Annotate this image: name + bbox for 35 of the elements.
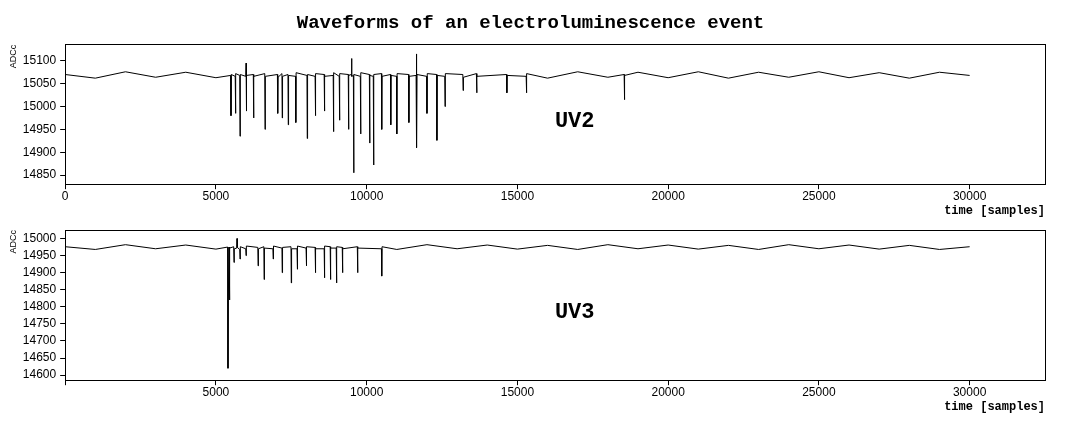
annotation: UV3 (554, 300, 595, 326)
x-tick-label: 15000 (500, 188, 535, 203)
y-tick-label: 15050 (22, 75, 57, 90)
x-axis-title: time [samples] (944, 399, 1045, 414)
y-tick-label: 15000 (22, 230, 57, 245)
y-tick-label: 14850 (22, 282, 57, 297)
x-tick-label: 20000 (651, 188, 686, 203)
x-tick-label: 5000 (202, 188, 230, 203)
y-tick-label: 14850 (22, 167, 57, 182)
y-tick-label: 14950 (22, 247, 57, 262)
y-tick-label: 14750 (22, 316, 57, 331)
x-tick-label: 0 (61, 188, 69, 203)
y-tick-label: 14700 (22, 333, 57, 348)
x-tick-label: 30000 (952, 384, 987, 399)
y-axis-title: ADCc (7, 229, 18, 254)
x-tick-label: 5000 (202, 384, 230, 399)
x-tick-label: 30000 (952, 188, 987, 203)
y-tick-label: 14900 (22, 264, 57, 279)
x-tick-label: 25000 (802, 188, 836, 203)
y-tick-label: 15000 (22, 98, 57, 113)
annotation: UV2 (554, 109, 595, 135)
x-tick-label: 10000 (349, 384, 384, 399)
y-tick-label: 15100 (22, 53, 57, 68)
x-tick-label: 15000 (500, 384, 535, 399)
y-axis-title: ADCc (7, 44, 18, 69)
y-tick-label: 14650 (22, 350, 57, 365)
y-tick-label: 14800 (22, 299, 57, 314)
y-tick-label: 14900 (22, 144, 57, 159)
x-tick-label: 20000 (651, 384, 686, 399)
x-tick-label: 25000 (802, 384, 836, 399)
y-tick-label: 14950 (22, 121, 57, 136)
x-tick-label: 10000 (349, 188, 384, 203)
y-tick-label: 14600 (22, 367, 57, 382)
chart-title: Waveforms of an electroluminescence event (296, 12, 765, 35)
x-axis-title: time [samples] (944, 203, 1045, 218)
